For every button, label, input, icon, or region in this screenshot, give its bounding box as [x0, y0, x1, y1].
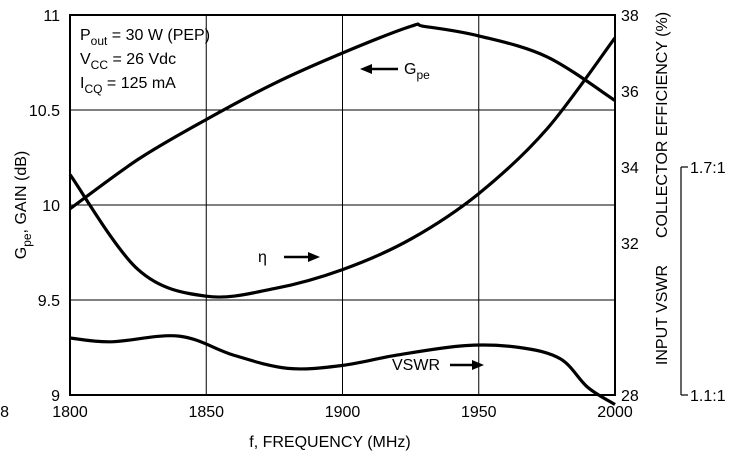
- y-right-tick-label: 28: [621, 388, 639, 405]
- eta-label: η: [258, 249, 320, 266]
- y-left-title-sub: pe: [20, 233, 34, 247]
- series-line-vswr: [69, 334, 616, 406]
- y-left-tick-label: 11: [43, 8, 60, 25]
- vswr-label: VSWR: [392, 357, 484, 374]
- condition-line: VCC = 26 Vdc: [80, 51, 176, 72]
- gpe-arrowhead: [360, 64, 372, 74]
- series-layer: [68, 22, 617, 406]
- vswr-arrowhead: [472, 360, 484, 370]
- vswr-label-text: VSWR: [392, 357, 440, 374]
- y-left-title-main: G: [13, 247, 30, 259]
- condition-line: Pout = 30 W (PEP): [80, 27, 210, 48]
- y-left-tick-label: 10: [42, 198, 60, 215]
- gpe-label: Gpe: [360, 61, 430, 82]
- grid: [70, 15, 615, 395]
- eta-arrowhead: [308, 252, 320, 262]
- eta-label-text: η: [258, 249, 267, 266]
- y-right-tick-label: 36: [621, 84, 639, 101]
- conditions-block: Pout = 30 W (PEP) VCC = 26 Vdc ICQ = 125 m…: [80, 27, 210, 96]
- y-left-title-rest: , GAIN (dB): [13, 151, 30, 234]
- ticks-layer: 1800 1850 1900 1950 2000 9 9.5 10 10.5 11 28 32 34 36…: [29, 8, 639, 421]
- x-tick-label: 1900: [325, 404, 361, 421]
- y-right-axis-title: COLLECTOR EFFICIENCY (%): [654, 12, 671, 238]
- y-left-tick-label: 10.5: [29, 103, 60, 120]
- series-line-: [68, 36, 617, 299]
- y-left-tick-label: 9.5: [38, 293, 60, 310]
- series-line-gpe: [69, 22, 616, 211]
- x-tick-label: 1950: [461, 404, 497, 421]
- x-tick-label: 2000: [597, 404, 633, 421]
- vswr-scale: 1.7:1 1.1:1: [680, 160, 726, 405]
- y-left-tick-label: 9: [51, 388, 60, 405]
- gpe-label-text: Gpe: [404, 61, 430, 82]
- vswr-tick-label: 1.7:1: [690, 160, 726, 177]
- y-right-tick-label: 32: [621, 236, 639, 253]
- y-right-tick-label: 34: [621, 160, 639, 177]
- x-axis-title: f, FREQUENCY (MHz): [249, 434, 410, 451]
- x-tick-label: 1850: [188, 404, 224, 421]
- vswr-tick-label: 1.1:1: [690, 388, 726, 405]
- y-right-tick-label: 38: [621, 8, 639, 25]
- plot-frame: [69, 14, 616, 396]
- vswr-axis-title: INPUT VSWR: [654, 265, 671, 365]
- y-left-axis-title: Gpe, GAIN (dB): [13, 151, 34, 260]
- condition-line: ICQ = 125 mA: [80, 75, 176, 96]
- stray-tick-label: 8: [0, 404, 9, 421]
- x-tick-label: 1800: [52, 404, 88, 421]
